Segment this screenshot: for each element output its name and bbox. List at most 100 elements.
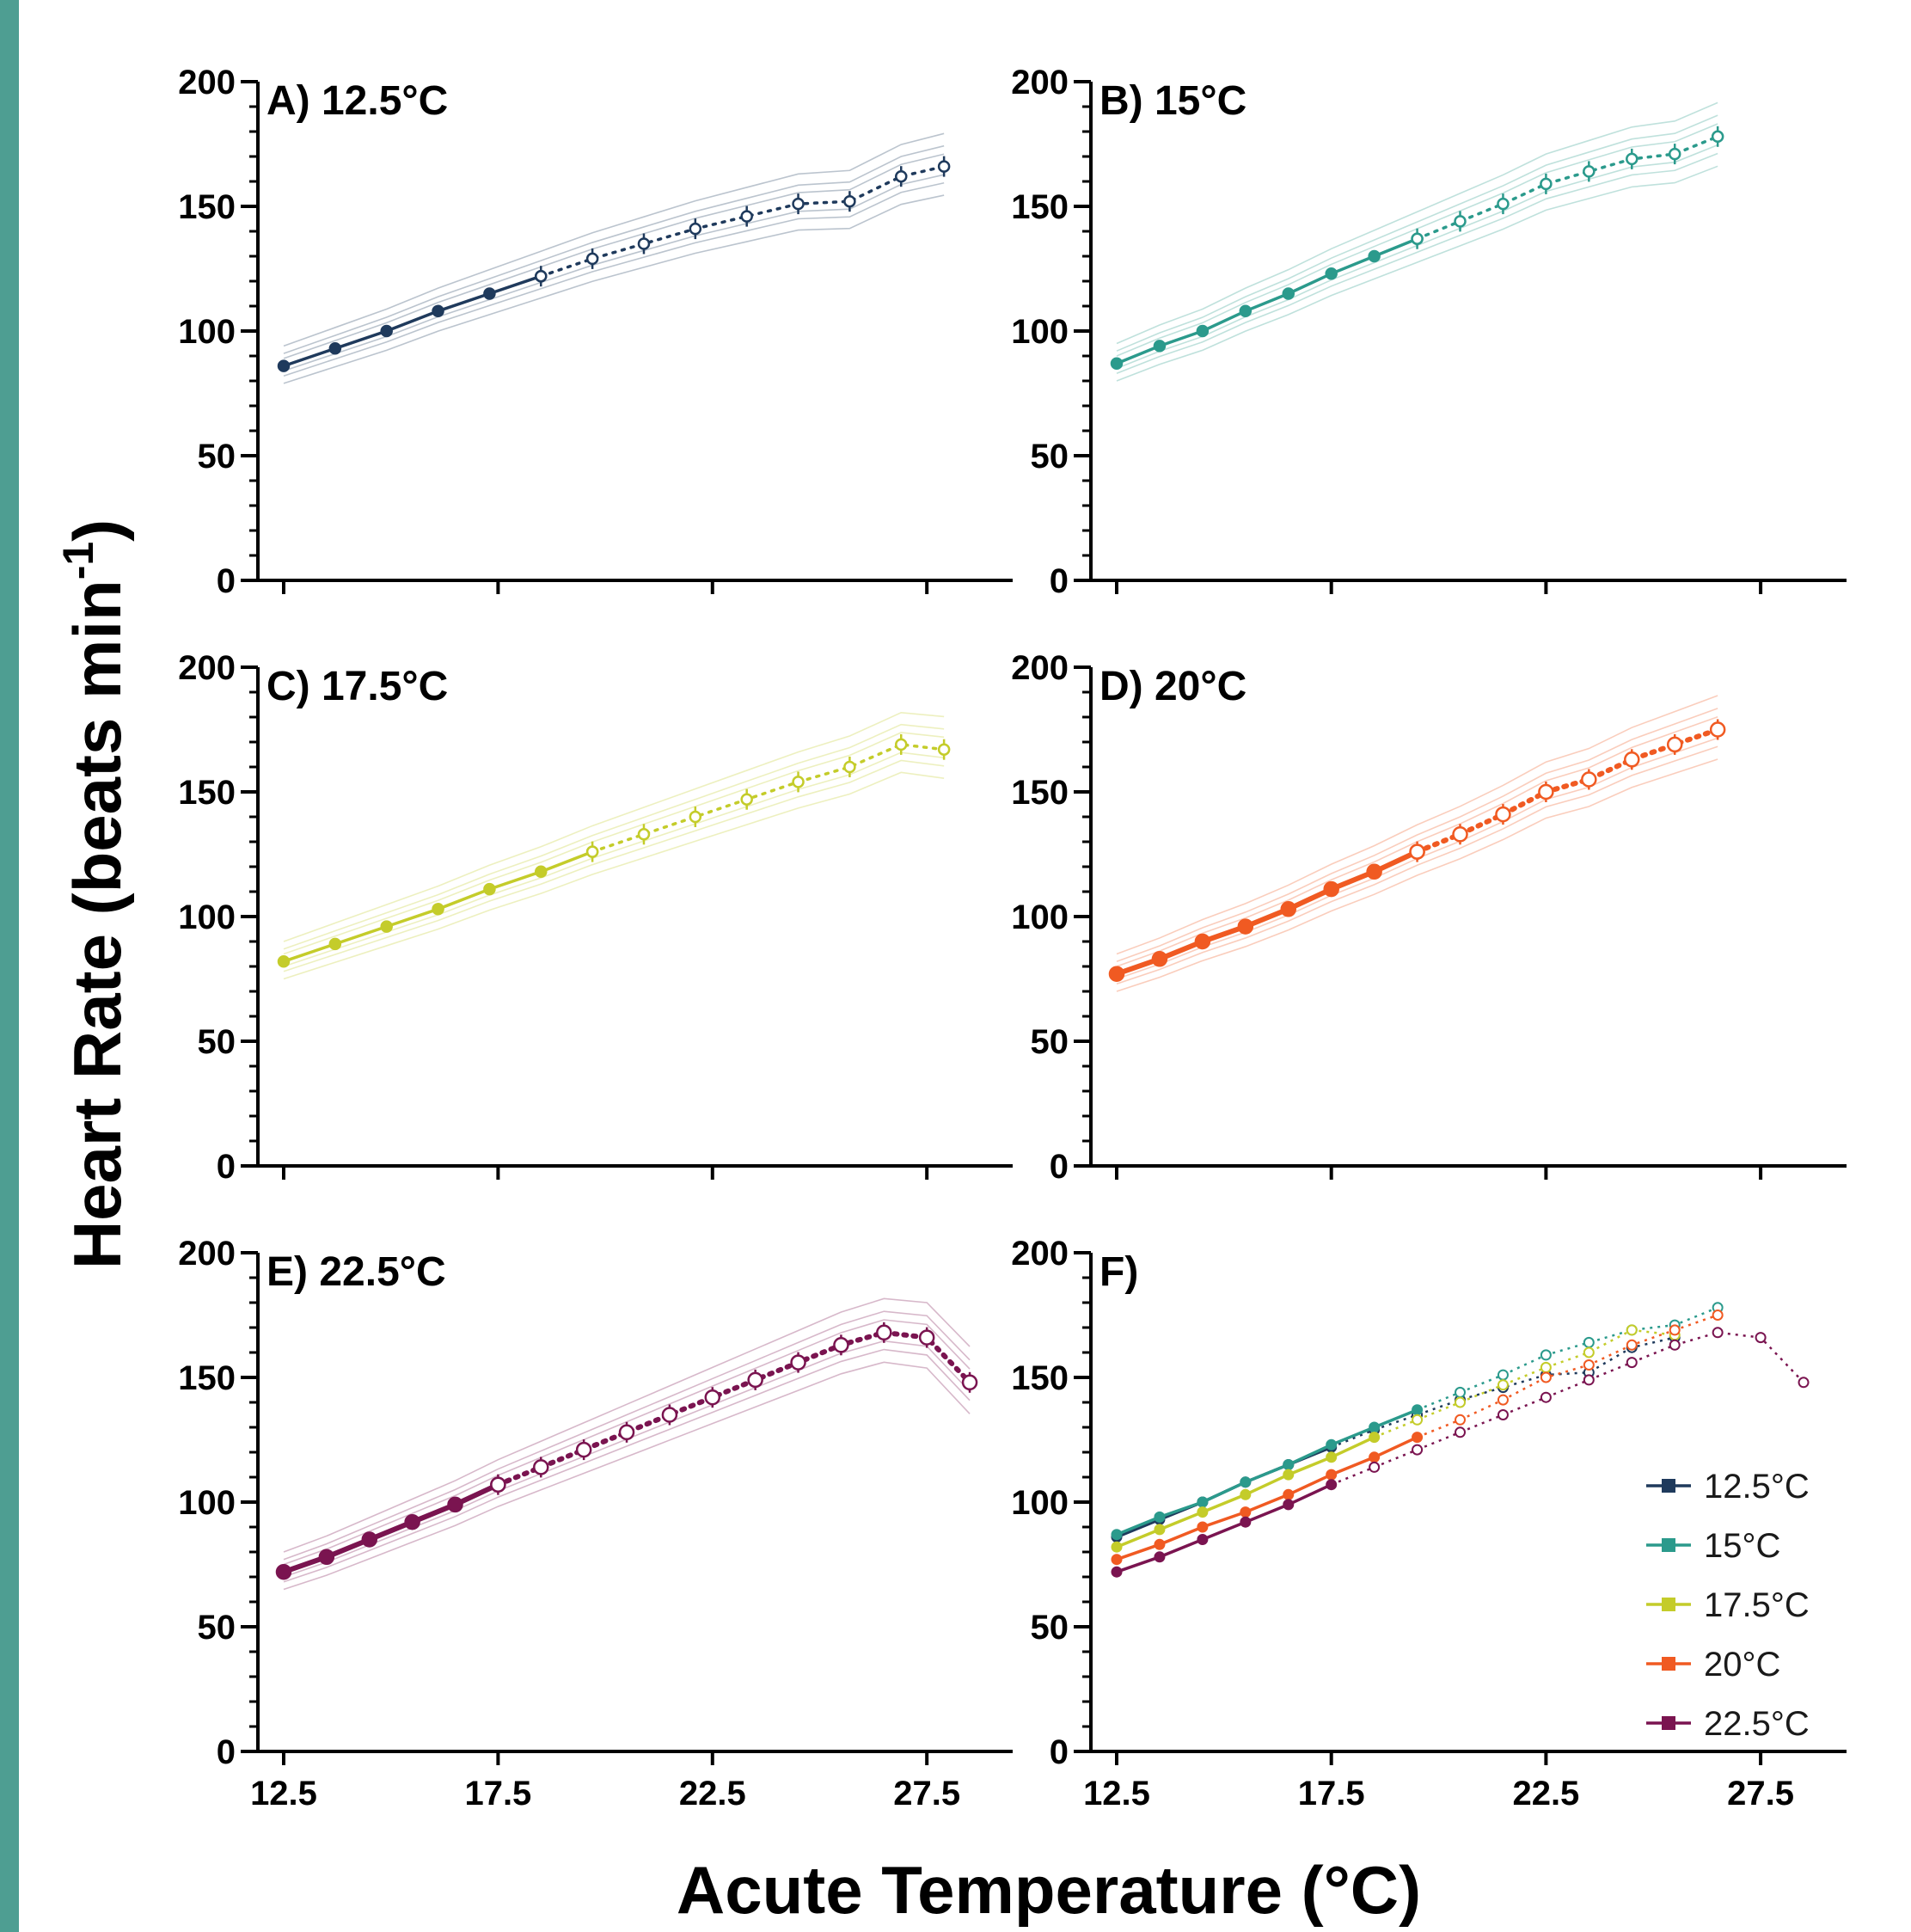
data-point [575,1441,592,1458]
y-tick-label: 150 [1011,188,1069,226]
mean-line-solid [1116,1408,1418,1536]
data-point [1454,215,1467,228]
x-tick-label: 27.5 [893,1775,960,1812]
panel-b: 0 50 100 150 200 B) 15°C [1011,64,1847,600]
x-tick-label: 22.5 [1512,1775,1579,1812]
y-tick-label: 200 [1011,64,1069,101]
data-point [1412,1432,1424,1444]
data-point [1154,1524,1166,1536]
y-tick-label: 200 [1011,649,1069,687]
data-point [1325,267,1338,280]
individual-trace [283,144,945,354]
data-point [843,760,856,774]
legend-swatch-marker [1662,1716,1675,1730]
data-point [1240,1488,1252,1500]
mean-line-solid [281,1481,501,1575]
data-point [1280,901,1297,917]
data-point [618,1424,635,1441]
data-point [1111,1541,1123,1553]
data-point [1540,1371,1552,1383]
data-point [1154,1511,1166,1523]
data-point [1366,863,1382,880]
individual-trace [283,732,945,955]
data-point [1108,966,1125,982]
mean-line-solid [1116,1483,1332,1573]
legend-label: 17.5°C [1704,1586,1810,1624]
data-point [1323,880,1339,898]
data-point [1712,1327,1724,1339]
data-point [1196,324,1210,338]
y-tick-label: 50 [1031,438,1069,475]
data-point [1409,843,1425,860]
y-tick-label: 50 [1031,1023,1069,1061]
mean-line-dotted [591,743,946,854]
y-tick-label: 150 [1011,1359,1069,1397]
x-tick-label: 22.5 [679,1775,746,1812]
data-point [277,954,291,968]
data-point [1583,1374,1595,1386]
individual-trace [283,1348,971,1583]
y-tick-label: 100 [178,1484,236,1522]
data-point [1626,1339,1638,1351]
mean-line-dotted [539,164,946,278]
individual-trace [1116,758,1718,992]
data-point [1583,165,1596,178]
y-tick-label: 200 [178,64,236,101]
panel-title: D) 20°C [1099,664,1246,709]
x-tick-label: 12.5 [250,1775,317,1812]
data-point [1369,1421,1381,1433]
individual-trace [283,723,945,950]
panels: 0 50 100 150 200 A) 12.5°C 0 50 100 150 200 B) 15°C… [178,64,1847,1812]
y-tick-label: 100 [1011,313,1069,351]
data-point [1497,197,1510,211]
data-point [704,1389,721,1406]
data-point [1240,1476,1252,1488]
data-point [1497,1394,1509,1406]
data-point [1668,147,1681,161]
data-point [1110,357,1124,370]
mean-line-solid [1115,236,1419,365]
data-point [1711,130,1724,144]
individual-trace [1116,708,1718,962]
data-point [1326,1469,1338,1481]
mean-line-dotted [1331,1331,1804,1486]
data-point [1369,1432,1381,1444]
data-point [585,252,599,266]
individual-trace [283,194,945,384]
data-point [740,793,753,806]
data-point [1111,1554,1123,1566]
data-point [937,743,951,756]
mean-line-dotted [1417,1306,1718,1411]
y-axis-title-superscript: -1 [54,542,102,580]
data-point [792,776,805,788]
individual-trace [1116,695,1718,955]
y-tick-label: 150 [178,774,236,812]
data-point [1197,1521,1209,1533]
data-point [275,1563,292,1580]
panel-title: E) 22.5°C [266,1249,446,1295]
data-point [318,1549,335,1566]
individual-trace [283,759,945,972]
y-tick-label: 0 [217,1148,236,1186]
data-point [1369,1451,1381,1463]
y-tick-label: 0 [217,1733,236,1771]
legend-label: 15°C [1704,1527,1780,1565]
x-axis-title: Acute Temperature (°C) [677,1852,1421,1928]
data-point [1452,826,1468,843]
data-point [895,738,908,751]
data-point [1154,1551,1166,1563]
data-point [637,828,651,841]
data-point [1154,1538,1166,1550]
data-point [1626,1324,1638,1336]
data-point [447,1496,463,1513]
individual-trace [283,1319,971,1566]
individual-trace [283,1297,971,1553]
data-point [1111,1529,1123,1541]
data-point [895,169,908,183]
data-point [1540,1391,1552,1403]
data-point [277,359,291,372]
panel-f: 0 50 100 150 200 12.5 17.5 22.5 27.5 F) 12.5°C 15°C… [1011,1235,1847,1812]
y-tick-label: 150 [1011,774,1069,812]
data-point [1412,1444,1424,1456]
panel-title: F) [1099,1249,1138,1295]
